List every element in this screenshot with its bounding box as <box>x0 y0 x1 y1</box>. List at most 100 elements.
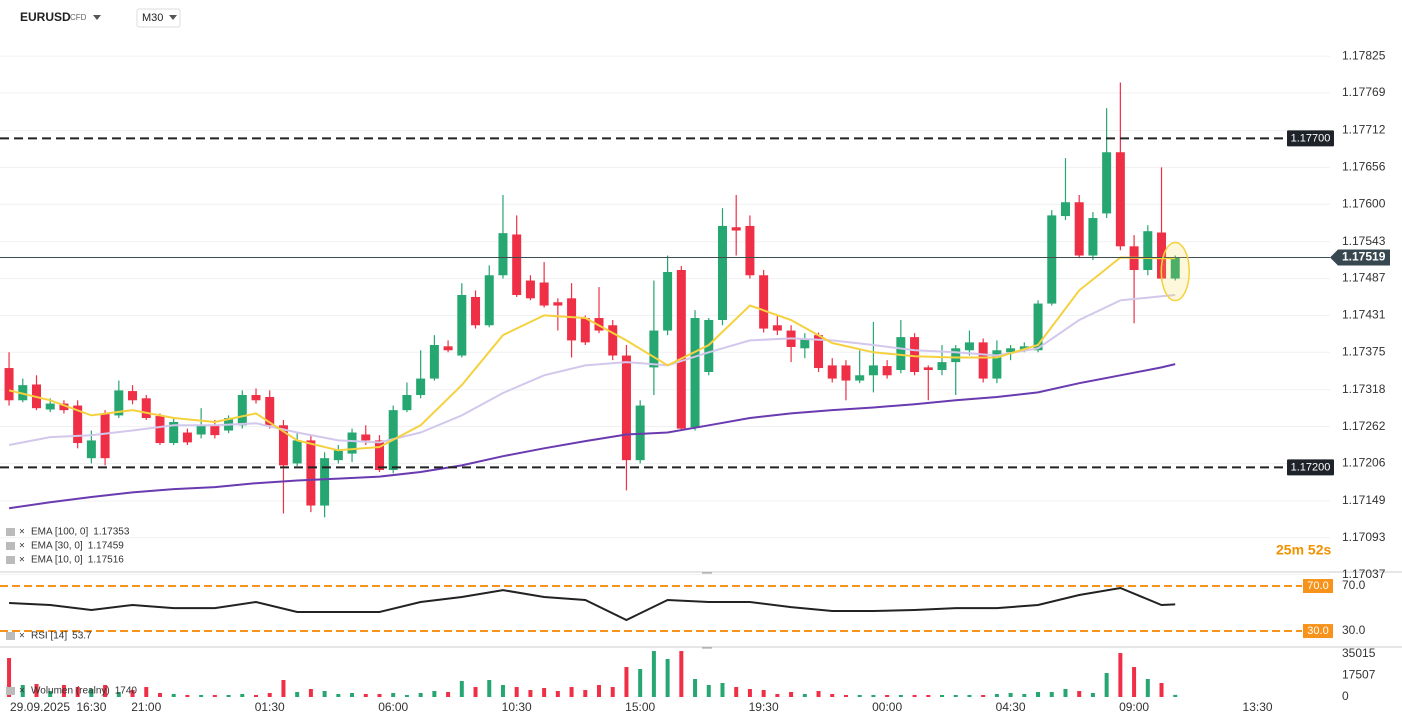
volume-bar <box>775 694 780 697</box>
legend-name: EMA [30, 0] <box>31 541 83 552</box>
y-tick-label: 1.17487 <box>1342 271 1386 285</box>
volume-bar <box>7 658 12 697</box>
legend-icon[interactable] <box>6 528 15 536</box>
y-tick-label: 1.17149 <box>1342 493 1386 507</box>
x-tick-label: 09:00 <box>1119 700 1149 714</box>
volume-bar <box>75 687 80 697</box>
ema-line <box>8 256 1176 452</box>
candle-body <box>484 275 494 326</box>
volume-bar <box>487 680 492 697</box>
candle-body <box>1033 303 1043 351</box>
symbol-dropdown[interactable] <box>93 15 101 20</box>
volume-bar <box>1118 653 1123 697</box>
volume-bar <box>830 694 835 697</box>
candle-body <box>251 395 261 401</box>
candle-body <box>937 362 947 371</box>
interval-box[interactable] <box>136 8 181 28</box>
volume-bar <box>679 651 684 697</box>
legend-icon[interactable] <box>6 632 15 640</box>
volume-bar <box>802 694 807 697</box>
volume-bar <box>816 690 821 697</box>
candle-body <box>580 318 590 343</box>
x-tick-label: 21:00 <box>131 700 161 714</box>
candle-body <box>141 398 151 419</box>
candle-body <box>567 298 577 341</box>
candle-body <box>882 366 892 376</box>
volume-bar <box>871 694 876 697</box>
legend-value: 1740 <box>115 686 138 697</box>
volume-bar <box>171 694 176 697</box>
rsi-level-badge <box>1303 579 1333 594</box>
level-label: 1.17200 <box>1291 461 1331 473</box>
volume-bar <box>144 687 149 697</box>
volume-bar <box>350 692 355 697</box>
legend-name: EMA [100, 0] <box>31 527 88 538</box>
rsi-level-badge-label: 70.0 <box>1307 580 1328 592</box>
legend-close[interactable]: × <box>19 541 25 552</box>
legend-icon[interactable] <box>6 542 15 550</box>
volume-bar <box>638 669 643 697</box>
candle-body <box>745 225 755 276</box>
candle-body <box>525 280 535 299</box>
candle-body <box>347 432 357 454</box>
volume-bar <box>885 694 890 697</box>
candle-body <box>457 295 467 356</box>
volume-bar <box>199 694 204 697</box>
volume-bar <box>226 694 231 697</box>
candle-body <box>443 346 453 351</box>
candle-body <box>361 434 371 441</box>
symbol[interactable]: EURUSD <box>20 10 71 24</box>
candle-body <box>1074 202 1084 256</box>
x-tick-label: 01:30 <box>255 700 285 714</box>
candle-body <box>759 275 769 329</box>
volume-bar <box>555 690 560 697</box>
overlays: 1.17825 1.17769 1.17712 1.17656 1.17600 1.175… <box>0 48 1390 714</box>
grid <box>0 55 1330 633</box>
legend-icon[interactable] <box>6 687 15 695</box>
interval-dropdown[interactable] <box>169 15 177 20</box>
y-tick-label: 1.17431 <box>1342 308 1386 322</box>
volume-bar <box>542 688 547 697</box>
volume-bar <box>157 692 162 697</box>
candle-body <box>978 342 988 379</box>
volume-bar <box>473 687 478 697</box>
volume-bar <box>624 667 629 697</box>
legend-close[interactable]: × <box>19 527 25 538</box>
candle-body <box>663 271 673 331</box>
candle-body <box>1102 152 1112 214</box>
candle-body <box>594 318 604 331</box>
candle-body <box>210 425 220 436</box>
y-tick-label: 1.17375 <box>1342 344 1386 358</box>
volume-bar <box>528 690 533 697</box>
volume-bar <box>912 694 917 697</box>
volume-bar <box>514 687 519 697</box>
volume-bar <box>1036 692 1041 697</box>
legend-value: 1.17459 <box>88 541 125 552</box>
legend-close[interactable]: × <box>19 555 25 566</box>
volume-bar <box>185 694 190 697</box>
candle-body <box>498 233 508 276</box>
legend-icon[interactable] <box>6 556 15 564</box>
volume-bar <box>1008 692 1013 697</box>
volume-bar <box>391 692 396 697</box>
candle-body <box>800 338 810 349</box>
volume-bar <box>322 690 327 697</box>
volume-bar <box>404 694 409 697</box>
x-tick-label: 16:30 <box>76 700 106 714</box>
candle-body <box>717 225 727 321</box>
interval[interactable]: M30 <box>142 12 163 24</box>
legend-close[interactable]: × <box>19 631 25 642</box>
candle-body <box>45 403 55 410</box>
candle-body <box>910 337 920 372</box>
legend-close[interactable]: × <box>19 686 25 697</box>
candle-body <box>923 367 933 371</box>
volume-bar <box>720 683 725 697</box>
candle-body <box>1047 215 1057 304</box>
volume-bar <box>1104 673 1109 697</box>
last-price-badge <box>1330 249 1390 266</box>
y-tick-label: 1.17262 <box>1342 419 1386 433</box>
volume-bar <box>1090 692 1095 697</box>
volume-bar <box>569 687 574 697</box>
level-label: 1.17700 <box>1291 132 1331 144</box>
y-tick-label: 35015 <box>1342 646 1376 660</box>
